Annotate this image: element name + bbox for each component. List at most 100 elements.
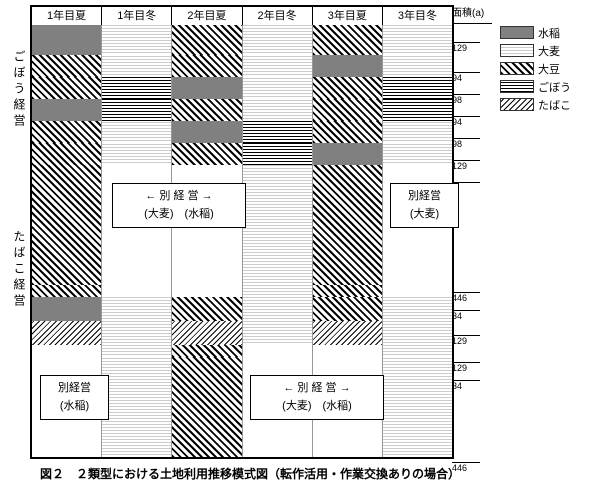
area-label: 94 xyxy=(452,116,480,127)
cell-barley xyxy=(102,25,172,55)
legend-label: 水稲 xyxy=(538,25,560,41)
cell-barley xyxy=(383,121,452,143)
cell-soy xyxy=(172,297,242,321)
cell-soy xyxy=(313,297,383,321)
cell-tobacco xyxy=(172,321,242,345)
cell-soy xyxy=(313,99,383,121)
area-label: 129 xyxy=(452,335,480,346)
col-header: 3年目冬 xyxy=(383,7,452,25)
cell-soy xyxy=(172,357,242,457)
cell-soy xyxy=(172,143,242,165)
cell-barley xyxy=(383,357,452,457)
cell-blank xyxy=(313,345,383,357)
area-label: 94 xyxy=(452,72,480,83)
swatch-soy xyxy=(500,62,534,75)
cell-barley xyxy=(243,99,313,121)
annotation: ← 別 経 営 →(大麦) (水稲) xyxy=(250,375,384,420)
cell-rice xyxy=(172,121,242,143)
cell-barley xyxy=(102,121,172,143)
cell-blank xyxy=(172,285,242,297)
cell-rice xyxy=(313,143,383,165)
cell-barley xyxy=(102,143,172,165)
col-header: 1年目冬 xyxy=(102,7,172,25)
cell-soy xyxy=(32,77,102,99)
cell-blank xyxy=(243,345,313,357)
cell-gobo xyxy=(383,77,452,99)
figure-caption: 図２ ２類型における土地利用推移模式図（転作活用・作業交換ありの場合） xyxy=(40,465,460,482)
legend-label: 大麦 xyxy=(538,43,560,59)
cell-soy xyxy=(32,285,102,297)
cell-tobacco xyxy=(313,321,383,345)
cell-soy xyxy=(313,25,383,55)
cell-soy xyxy=(313,77,383,99)
cell-gobo xyxy=(102,99,172,121)
cell-barley xyxy=(102,357,172,457)
cell-barley xyxy=(383,345,452,357)
cell-blank xyxy=(32,345,102,357)
cell-gobo xyxy=(243,121,313,143)
swatch-gobo xyxy=(500,80,534,93)
cell-barley xyxy=(102,321,172,345)
cell-barley xyxy=(383,55,452,77)
cell-gobo xyxy=(243,143,313,165)
cell-barley xyxy=(383,143,452,165)
legend: 水稲大麦大豆ごぼうたばこ xyxy=(500,25,571,115)
cell-barley xyxy=(243,165,313,285)
cell-tobacco xyxy=(32,321,102,345)
swatch-rice xyxy=(500,26,534,39)
cell-gobo xyxy=(102,77,172,99)
legend-label: 大豆 xyxy=(538,61,560,77)
cell-rice xyxy=(32,25,102,55)
swatch-tobacco xyxy=(500,98,534,111)
area-column: 面積(a) 129949894981294463412912934446 xyxy=(452,5,492,24)
cell-barley xyxy=(383,321,452,345)
cell-barley xyxy=(383,25,452,55)
annotation: ← 別 経 営 →(大麦) (水稲) xyxy=(112,183,246,228)
area-label: 34 xyxy=(452,380,480,391)
cell-soy xyxy=(172,25,242,55)
cell-barley xyxy=(243,321,313,345)
legend-label: ごぼう xyxy=(538,79,571,95)
legend-label: たばこ xyxy=(538,97,571,113)
cell-soy xyxy=(172,55,242,77)
area-header: 面積(a) xyxy=(452,5,492,24)
cell-rice xyxy=(313,55,383,77)
cell-rice xyxy=(32,99,102,121)
area-label: 129 xyxy=(452,42,480,53)
cell-barley xyxy=(243,297,313,321)
column-headers: 1年目夏1年目冬2年目夏2年目冬3年目夏3年目冬 xyxy=(32,7,452,26)
annotation: 別経営(水稲) xyxy=(40,375,109,420)
cell-soy xyxy=(32,165,102,285)
cell-barley xyxy=(383,297,452,321)
col-header: 1年目夏 xyxy=(32,7,102,25)
col-header: 2年目冬 xyxy=(243,7,313,25)
cell-rice xyxy=(32,297,102,321)
section1-label: ごぼう経営 xyxy=(2,50,28,130)
cell-soy xyxy=(32,121,102,143)
cell-barley xyxy=(243,25,313,55)
chart: 1年目夏1年目冬2年目夏2年目冬3年目夏3年目冬 ← 別 経 営 →(大麦) (… xyxy=(30,5,454,459)
area-label: 98 xyxy=(452,94,480,105)
area-label: 446 xyxy=(452,292,480,303)
cell-soy xyxy=(32,143,102,165)
col-header: 3年目夏 xyxy=(313,7,383,25)
cell-barley xyxy=(243,285,313,297)
area-label: 34 xyxy=(452,310,480,321)
cell-soy xyxy=(172,345,242,357)
cell-rice xyxy=(172,77,242,99)
cell-barley xyxy=(102,297,172,321)
section2-label: たばこ経営 xyxy=(2,230,28,310)
annotation: 別経営(大麦) xyxy=(390,183,459,228)
cell-soy xyxy=(313,121,383,143)
area-label: 129 xyxy=(452,362,480,373)
cell-soy xyxy=(313,285,383,297)
cell-blank xyxy=(102,285,172,297)
cell-barley xyxy=(243,55,313,77)
chart-body: ← 別 経 営 →(大麦) (水稲)別経営(大麦)別経営(水稲)← 別 経 営 … xyxy=(32,25,452,457)
col-header: 2年目夏 xyxy=(172,7,242,25)
cell-barley xyxy=(243,77,313,99)
cell-soy xyxy=(172,99,242,121)
cell-barley xyxy=(102,345,172,357)
cell-soy xyxy=(32,55,102,77)
cell-soy xyxy=(313,165,383,285)
